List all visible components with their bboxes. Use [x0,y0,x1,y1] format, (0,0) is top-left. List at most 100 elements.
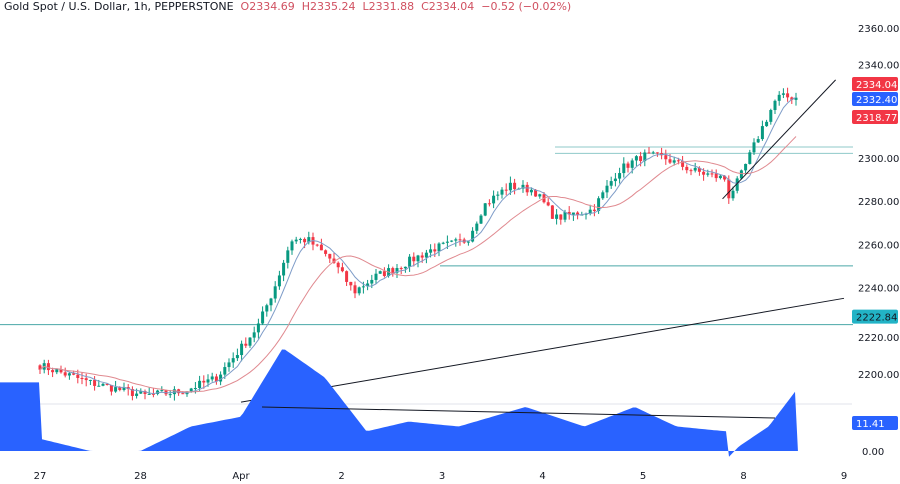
candle-body [534,189,538,197]
candle-body [605,185,609,193]
candle-body [744,163,748,171]
candle-body [496,194,500,196]
close-price-tag-bg [852,77,898,91]
candle-body [286,250,290,263]
candle-body [114,387,118,392]
candle-body [777,94,781,101]
candle-body [273,286,277,299]
price-axis-label: 2220.00 [858,333,899,344]
candle-body [156,390,160,394]
candle-body [370,279,374,284]
candle-body [416,255,420,262]
candle-body [374,273,378,280]
candle-body [101,383,105,386]
candle-body [790,97,794,100]
candle-body [647,152,651,154]
candle-body [760,126,764,140]
candle-body [202,380,206,383]
candle-body [693,167,697,171]
candle-body [67,373,71,376]
candle-body [395,268,399,273]
candle-body [458,239,462,241]
candle-body [668,159,672,163]
candle-body [710,173,714,175]
fast-moving-average [39,96,797,395]
indicator-value-tag-bg [852,416,898,430]
candle-body [248,337,252,346]
candle-body [773,100,777,111]
candle-body [345,271,349,282]
candle-body [487,203,491,205]
candle-body [315,244,319,246]
ma-fast-tag: 2332.40 [856,95,897,106]
candle-body [601,192,605,199]
trendline [722,79,836,200]
candle-body [546,202,550,206]
candle-body [189,388,193,392]
candle-body [88,379,92,381]
candle-body [550,205,554,219]
candle-body [76,374,80,378]
candle-body [328,253,332,259]
candle-body [168,394,172,396]
candle-body [676,160,680,162]
candle-body [391,268,395,273]
time-axis-label: 9 [841,471,847,482]
ohlc-change: −0.52 (−0.02%) [481,0,572,13]
ma-fast-tag-bg [852,92,898,106]
candle-body [38,365,42,370]
candle-body [626,163,630,168]
candle-body [739,170,743,179]
candle-body [399,268,403,270]
candle-body [366,283,370,287]
candle-body [735,178,739,191]
candle-body [613,178,617,182]
candle-body [164,390,168,395]
candle-body [794,97,798,100]
candle-body [46,363,50,371]
ohlc-low: L2331.88 [362,0,415,13]
candle-body [277,275,281,287]
candle-body [643,152,647,162]
time-axis-label: 3 [439,471,445,482]
ohlc-high: H2335.24 [301,0,356,13]
symbol-legend: Gold Spot / U.S. Dollar, 1h, PEPPERSTONE… [4,0,571,13]
price-axis-label: 2360.00 [858,24,899,35]
candle-body [55,369,59,373]
indicator-axis-label: 0.00 [862,447,884,458]
candle-body [618,173,622,179]
candle-body [303,238,307,243]
candle-body [584,213,588,215]
slow-moving-average [39,136,797,393]
candle-body [97,385,101,387]
candle-body [588,209,592,214]
candle-body [504,189,508,191]
candle-body [559,214,563,220]
candle-body [240,343,244,356]
candle-body [479,215,483,224]
candle-body [290,241,294,251]
candle-body [231,358,235,363]
candle-body [340,267,344,272]
candle-body [223,367,227,375]
level-price-tag-bg [852,309,898,324]
candle-body [122,387,126,390]
candle-body [282,262,286,276]
price-axis-label: 2260.00 [858,240,899,251]
candle-body [160,390,164,392]
candle-body [181,393,185,395]
candle-body [630,160,634,168]
candle-body [361,286,365,288]
candle-body [769,110,773,122]
candle-body [332,258,336,263]
ma-slow-tag: 2318.77 [856,113,897,124]
candle-body [420,255,424,258]
candle-body [529,189,533,193]
candle-body [576,212,580,216]
candle-body [265,305,269,312]
candle-body [664,155,668,160]
time-axis-label: Apr [232,471,250,482]
ohlc-close: C2334.04 [421,0,475,13]
